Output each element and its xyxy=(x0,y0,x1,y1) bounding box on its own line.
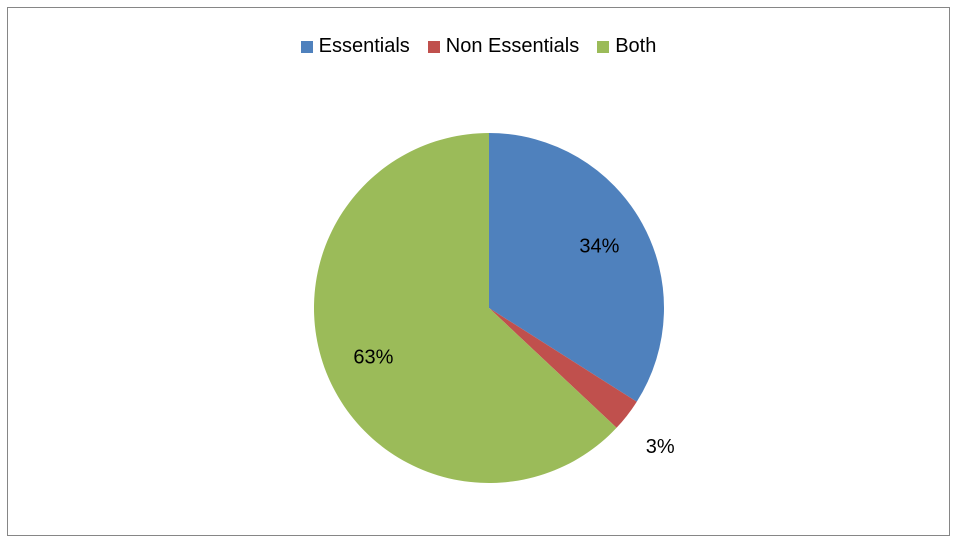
legend: Essentials Non Essentials Both xyxy=(8,35,949,58)
data-label-essentials: 34% xyxy=(579,236,619,258)
legend-swatch-both xyxy=(597,40,610,53)
legend-item-non-essentials: Non Essentials xyxy=(427,35,580,58)
pie-slice-essentials xyxy=(489,133,664,402)
pie-data-labels: 34% 3% 63% xyxy=(353,236,675,459)
data-label-non-essentials: 3% xyxy=(646,436,675,458)
legend-label-both: Both xyxy=(615,35,657,57)
pie-slice-non-essentials xyxy=(489,308,637,428)
pie-slices xyxy=(314,133,664,483)
legend-label-non-essentials: Non Essentials xyxy=(445,35,580,57)
data-label-both: 63% xyxy=(353,346,393,368)
chart-frame: Essentials Non Essentials Both 34% 3% 63% xyxy=(7,7,950,536)
pie-slice-both xyxy=(314,133,617,483)
legend-swatch-non-essentials xyxy=(427,40,440,53)
legend-item-both: Both xyxy=(597,35,656,58)
pie-chart: 34% 3% 63% xyxy=(314,133,675,483)
legend-label-essentials: Essentials xyxy=(318,35,410,57)
legend-item-essentials: Essentials xyxy=(300,35,410,58)
legend-swatch-essentials xyxy=(300,40,313,53)
